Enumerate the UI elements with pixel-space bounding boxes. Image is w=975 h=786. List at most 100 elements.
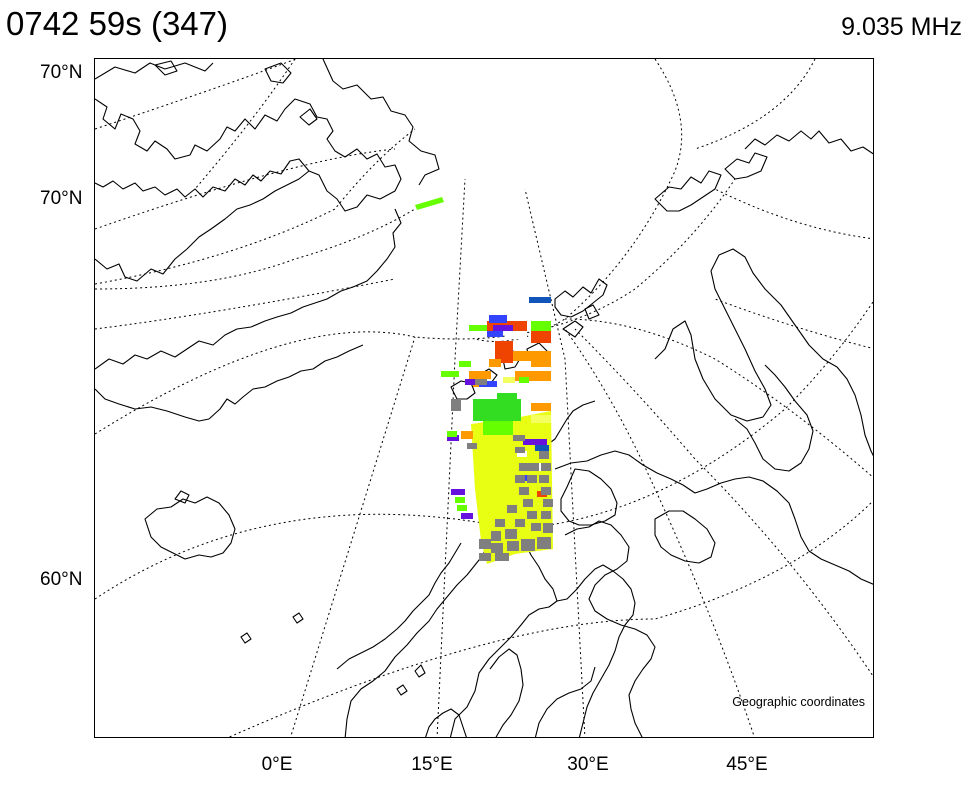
echo-cell-lime: [457, 505, 467, 511]
echo-cell-gray: [527, 475, 537, 483]
echo-cell-gray: [541, 463, 551, 471]
iceland-coast: [144, 496, 236, 560]
meridian-0-south: [290, 336, 416, 737]
echo-cell-red: [495, 341, 513, 363]
orkney-islands: [396, 684, 408, 696]
isolated-echo: [415, 197, 444, 210]
echo-cell-gray: [515, 475, 525, 483]
echo-cell-lime: [441, 371, 459, 377]
white-sea-coast: [564, 520, 656, 737]
greenland-se-coast: [95, 170, 310, 282]
island-small-3: [299, 108, 318, 126]
echo-cell-steel-blue: [529, 297, 551, 303]
echo-cell-steel-blue: [535, 445, 549, 451]
echo-cell-gray: [491, 531, 501, 541]
faroe-islands: [240, 632, 252, 644]
echo-cell-gray: [451, 399, 461, 411]
longitude-label-15e: 15°E: [411, 754, 453, 775]
echo-cell-gray: [467, 443, 477, 449]
echo-cell-light-yellow: [503, 377, 515, 383]
kola-peninsula: [560, 468, 618, 526]
iceland-north: [174, 490, 190, 504]
echo-cell-gray: [539, 451, 549, 459]
latitude-circle-65n: [95, 301, 873, 600]
meridian-45e: [564, 328, 755, 737]
echo-cell-gray: [541, 511, 551, 519]
echo-cell-gray: [527, 511, 537, 519]
echo-cell-gray: [539, 475, 549, 483]
greenland-coast: [95, 98, 402, 212]
meridian-120e: [694, 59, 816, 150]
echo-cell-violet: [493, 325, 513, 331]
scotland-coast: [425, 708, 467, 737]
echo-gap: [517, 451, 527, 457]
finland-coast: [556, 564, 636, 737]
echo-cell-green: [473, 399, 521, 421]
time-scan-label: 0742 59s (347): [6, 5, 228, 42]
franz-josef-islands: [724, 152, 768, 180]
greenland-east-coast: [322, 59, 440, 186]
echo-cell-orange: [535, 371, 551, 381]
echo-cell-gray: [491, 543, 503, 553]
echo-cell-gray: [479, 553, 491, 561]
echo-cell-gray: [479, 539, 491, 549]
jan-mayen: [292, 612, 304, 624]
meridian-105e: [714, 188, 873, 240]
frequency-label: 9.035 MHz: [841, 13, 962, 41]
echo-cell-orange: [489, 359, 501, 367]
echo-cell-orange: [469, 371, 491, 379]
gulf-of-bothnia: [489, 648, 524, 737]
latitude-label-top: 70°N: [40, 62, 83, 83]
island-small-1: [154, 60, 178, 76]
svalbard-coast: [554, 278, 608, 318]
echo-cell-gray: [521, 539, 535, 551]
echo-cell-gray: [495, 519, 505, 527]
echo-cell-lime: [455, 497, 465, 503]
echo-cell-red: [531, 331, 551, 343]
echo-cell-orange: [513, 351, 533, 361]
latitude-circle-75n: [95, 148, 396, 230]
echo-cell-gray: [529, 463, 539, 471]
norway-coast: [344, 400, 596, 737]
echo-cell-gray: [543, 499, 553, 507]
echo-cell-violet: [451, 489, 465, 495]
russian-north-coast: [554, 450, 873, 585]
echo-cell-blue: [479, 381, 497, 387]
echo-cell-gray: [523, 499, 533, 507]
meridian-15e: [436, 178, 466, 737]
map-canvas: Geographic coordinates: [95, 59, 873, 737]
echo-cell-gray: [507, 505, 517, 513]
echo-cell-gray: [519, 487, 529, 495]
meridian-west-1: [95, 278, 396, 330]
russian-arctic-coast: [744, 130, 873, 155]
latitude-circle-80n-east: [474, 59, 683, 342]
echo-cell-orange: [531, 351, 551, 367]
greenland-fjord: [208, 344, 364, 420]
meridian-60e: [574, 328, 873, 677]
echo-cell-gray: [519, 463, 529, 471]
longitude-label-0e: 0°E: [261, 754, 293, 775]
latitude-circle-60n: [228, 500, 873, 737]
greenland-interior-coast: [95, 208, 402, 370]
echo-cell-green: [497, 393, 517, 403]
echo-cell-gray: [513, 435, 525, 441]
meridian-75e: [564, 318, 873, 478]
echo-cell-lime: [483, 421, 513, 435]
shetland-islands: [414, 664, 426, 678]
echo-cell-lime: [519, 377, 529, 383]
echo-cell-gray: [531, 523, 541, 531]
novaya-zemlya: [654, 248, 873, 457]
radar-echoes: [415, 197, 553, 564]
svalbard-islands: [562, 304, 600, 338]
echo-cell-blue: [489, 315, 507, 323]
longitude-label-30e: 30°E: [567, 754, 609, 775]
echo-cell-lime: [459, 361, 471, 367]
echo-cell-violet: [465, 379, 481, 385]
echo-cell-violet: [523, 439, 547, 445]
echo-cell-orange: [461, 431, 473, 439]
greenland-south: [95, 388, 210, 422]
franz-josef-coast: [654, 170, 722, 212]
echo-gap: [507, 331, 527, 339]
echo-cell-lime: [447, 431, 457, 437]
yamal-peninsula: [734, 364, 814, 472]
